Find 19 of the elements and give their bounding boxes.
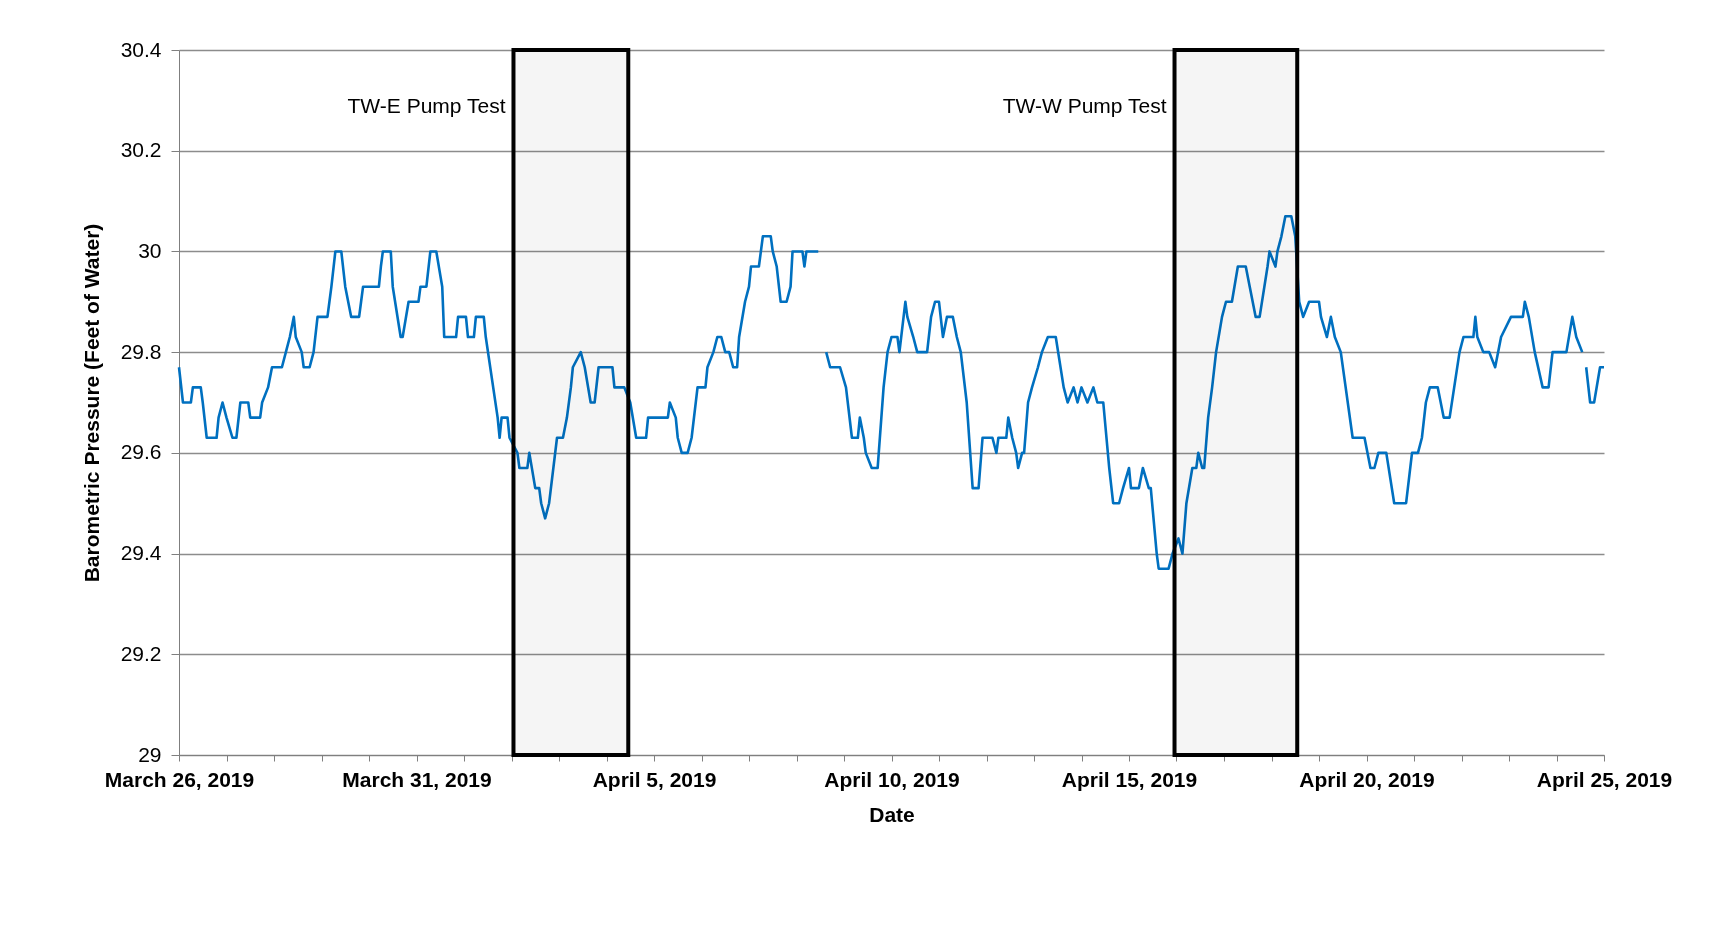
y-tick-label: 30.2 <box>120 138 162 162</box>
y-tick-label: 29.2 <box>120 641 162 665</box>
y-tick-label: 30 <box>138 238 162 262</box>
band-label: TW-E Pump Test <box>347 94 506 117</box>
x-tick-label: April 25, 2019 <box>1536 767 1673 791</box>
x-tick-label: April 5, 2019 <box>592 767 717 791</box>
x-tick-label: April 15, 2019 <box>1061 767 1198 791</box>
x-tick-label: April 10, 2019 <box>824 767 960 791</box>
y-tick-label: 29 <box>138 742 162 766</box>
x-tick-label: March 26, 2019 <box>104 767 255 791</box>
y-axis-title: Barometric Pressure (Feet of Water) <box>79 223 103 583</box>
x-tick-label: April 20, 2019 <box>1299 767 1435 791</box>
y-tick-label: 29.8 <box>120 339 162 363</box>
y-tick-label: 29.4 <box>120 541 162 565</box>
band-label: TW-W Pump Test <box>1002 94 1167 117</box>
x-axis-title: Date <box>869 802 915 826</box>
x-tick-label: March 31, 2019 <box>342 767 492 791</box>
y-tick-label: 30.4 <box>120 37 162 61</box>
y-tick-label: 29.6 <box>120 440 162 464</box>
